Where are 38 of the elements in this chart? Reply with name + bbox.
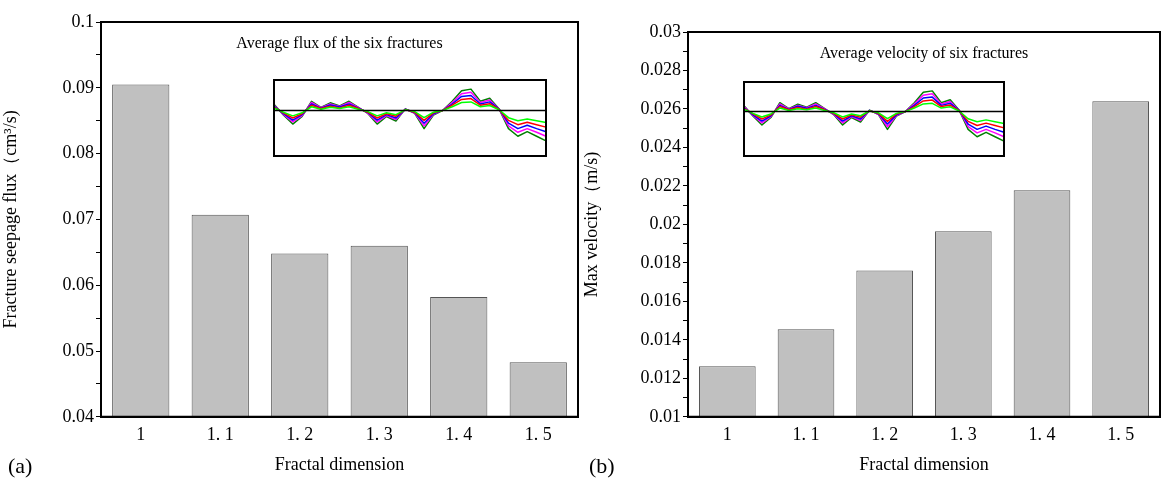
x-tick-label: 1. 2 [286, 424, 314, 445]
y-tick-label: 0.1 [71, 10, 94, 31]
x-tick-label: 1. 1 [206, 424, 234, 445]
y-tick-label: 0.026 [640, 97, 681, 118]
y-tick-label: 0.06 [62, 273, 94, 294]
text: Average flux of the six fractures [236, 34, 443, 53]
x-tick-label: 1. 4 [1028, 424, 1056, 445]
y-tick-label: 0.028 [640, 59, 681, 80]
x-tick-label: 1 [722, 424, 732, 445]
x-tick-label: 1. 1 [792, 424, 820, 445]
y-tick-label: 0.01 [649, 405, 681, 426]
y-tick-label: 0.02 [649, 213, 681, 234]
y-tick-label: 0.03 [649, 20, 681, 41]
x-axis-title: Fractal dimension [859, 453, 989, 474]
y-tick-label: 0.05 [62, 339, 94, 360]
x-tick-label: 1. 4 [445, 424, 473, 445]
y-tick-label: 0.08 [62, 142, 94, 163]
x-tick-label: 1. 5 [1107, 424, 1135, 445]
text: (a) [8, 452, 33, 478]
x-tick-label: 1. 3 [949, 424, 977, 445]
x-tick-label: 1. 3 [365, 424, 393, 445]
text: (b) [589, 452, 615, 478]
y-axis-title: Max velocity（m/s) [580, 151, 602, 298]
x-tick-label: 1 [136, 424, 146, 445]
text: Average velocity of six fractures [819, 44, 1029, 63]
y-tick-label: 0.018 [640, 251, 681, 272]
y-tick-label: 0.024 [640, 136, 681, 157]
y-tick-label: 0.09 [62, 76, 94, 97]
y-tick-label: 0.016 [640, 290, 681, 311]
y-tick-label: 0.07 [62, 208, 94, 229]
x-tick-label: 1. 2 [871, 424, 899, 445]
y-tick-label: 0.014 [640, 328, 681, 349]
y-axis-title: Fracture seepage flux（cm³/s) [0, 110, 21, 329]
y-tick-label: 0.022 [640, 174, 681, 195]
y-tick-label: 0.04 [62, 405, 94, 426]
y-tick-label: 0.012 [640, 367, 681, 388]
x-tick-label: 1. 5 [524, 424, 552, 445]
x-axis-title: Fractal dimension [274, 453, 405, 474]
